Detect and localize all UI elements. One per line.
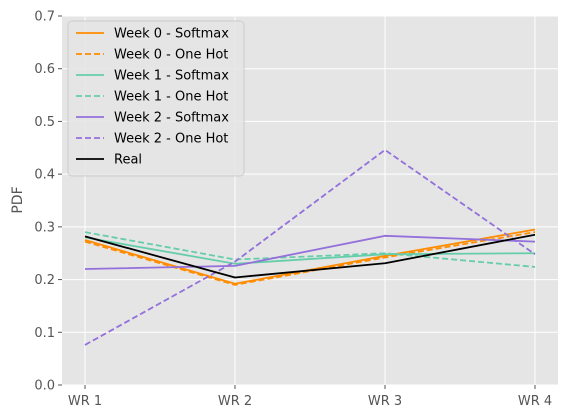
series-line-real	[84, 233, 536, 279]
legend-label: Week 1 - One Hot	[114, 90, 228, 105]
axes: 0.0 0.1 0.2 0.3 0.4 0.5 0.6 0.7 WR 1 WR 2 WR 3 WR 4	[34, 10, 552, 410]
legend-label: Week 2 - One Hot	[114, 132, 228, 147]
y-tick-label: 0.6	[34, 62, 55, 77]
legend-box	[67, 20, 245, 177]
legend-label: Week 1 - Softmax	[114, 69, 229, 84]
legend: Week 0 - Softmax Week 0 - One Hot Week 1 -…	[67, 20, 245, 177]
y-tick-label: 0.2	[34, 273, 55, 288]
series-line-week-2-one-hot	[84, 148, 536, 346]
x-tick-label: WR 4	[518, 394, 552, 409]
y-tick-label: 0.5	[34, 115, 55, 130]
y-tick-label: 0.7	[34, 10, 55, 25]
legend-label: Week 0 - One Hot	[114, 48, 228, 63]
y-tick-label: 0.4	[34, 168, 55, 183]
legend-label: Week 2 - Softmax	[114, 111, 229, 126]
series-line-week-1-one-hot	[84, 231, 536, 268]
series-lines	[84, 148, 536, 346]
legend-label: Week 0 - Softmax	[114, 27, 229, 42]
y-tick-label: 0.3	[34, 220, 55, 235]
series-line-week-2-softmax	[84, 234, 536, 270]
x-tick-label: WR 2	[218, 394, 252, 409]
legend-label: Real	[114, 153, 142, 168]
series-line-week-1-softmax	[84, 236, 536, 265]
x-tick-label: WR 1	[68, 394, 102, 409]
y-tick-label: 0.1	[34, 326, 55, 341]
y-tick-label: 0.0	[34, 379, 55, 394]
x-tick-label: WR 3	[368, 394, 402, 409]
y-axis-label: PDF	[10, 186, 26, 213]
